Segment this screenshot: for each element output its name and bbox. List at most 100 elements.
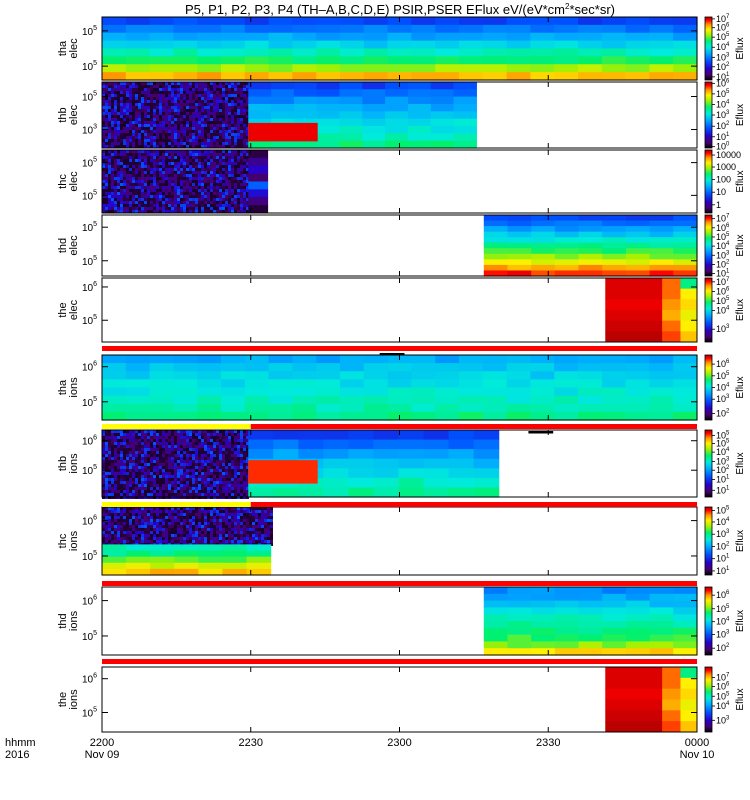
data-cell	[183, 109, 186, 112]
data-cell	[132, 103, 135, 106]
data-cell	[162, 436, 165, 439]
data-cell	[219, 136, 222, 139]
data-cell	[213, 510, 216, 513]
data-cell	[673, 371, 698, 380]
data-cell	[243, 156, 246, 159]
data-cell	[123, 177, 126, 180]
data-cell	[292, 72, 317, 81]
data-cell	[126, 457, 129, 460]
data-cell	[102, 478, 105, 481]
data-cell	[189, 118, 192, 121]
colorbar-tick-label: 100	[716, 142, 730, 152]
data-cell	[213, 481, 216, 484]
data-cell	[213, 201, 216, 204]
data-cell	[554, 371, 579, 380]
data-cell	[168, 540, 171, 543]
data-cell	[210, 121, 213, 124]
data-cell	[243, 430, 246, 433]
data-cell	[246, 121, 249, 124]
data-cell	[201, 207, 204, 210]
data-cell	[171, 97, 174, 100]
data-cell	[186, 162, 189, 165]
data-cell	[204, 88, 207, 91]
data-cell	[165, 192, 168, 195]
data-cell	[207, 445, 210, 448]
data-cell	[246, 177, 249, 180]
data-cell	[201, 478, 204, 481]
data-cell	[159, 448, 162, 451]
data-cell	[649, 242, 674, 249]
data-cell	[135, 445, 138, 448]
data-cell	[117, 106, 120, 109]
data-cell	[363, 363, 389, 372]
data-cell	[165, 106, 168, 109]
data-cell	[120, 85, 123, 88]
data-cell	[192, 454, 195, 457]
data-cell	[117, 97, 120, 100]
data-cell	[111, 513, 114, 516]
data-cell	[183, 442, 186, 445]
data-cell	[554, 411, 579, 421]
species-label: elec	[68, 299, 80, 320]
data-cell	[126, 82, 129, 85]
data-cell	[222, 94, 225, 97]
data-cell	[213, 475, 216, 478]
data-cell	[183, 198, 186, 201]
data-cell	[189, 445, 192, 448]
data-cell	[248, 82, 272, 90]
data-cell	[578, 237, 603, 244]
data-cell	[171, 466, 174, 469]
data-cell	[507, 231, 532, 238]
data-cell	[117, 130, 120, 133]
data-cell	[132, 475, 135, 478]
data-cell	[316, 104, 341, 112]
data-cell	[222, 544, 248, 552]
data-cell	[316, 24, 341, 34]
data-cell	[183, 136, 186, 139]
data-cell	[246, 522, 249, 525]
data-cell	[135, 451, 138, 454]
data-cell	[162, 88, 165, 91]
data-cell	[129, 481, 132, 484]
data-cell	[138, 513, 141, 516]
data-cell	[435, 355, 460, 364]
data-cell	[111, 91, 114, 94]
data-cell	[129, 430, 132, 433]
data-cell	[192, 433, 195, 436]
data-cell	[123, 531, 126, 534]
data-cell	[228, 475, 231, 478]
data-cell	[132, 210, 135, 213]
data-cell	[363, 56, 389, 65]
data-cell	[147, 481, 150, 484]
data-cell	[117, 201, 120, 204]
data-cell	[138, 195, 141, 198]
data-cell	[108, 528, 111, 531]
data-cell	[147, 106, 150, 109]
data-cell	[180, 484, 183, 487]
data-cell	[156, 469, 159, 472]
data-cell	[195, 507, 198, 510]
data-cell	[363, 64, 389, 73]
data-cell	[243, 97, 246, 100]
data-cell	[216, 466, 219, 469]
data-cell	[105, 106, 108, 109]
data-cell	[156, 177, 159, 180]
data-cell	[183, 475, 186, 478]
data-cell	[201, 130, 204, 133]
data-cell	[234, 448, 237, 451]
data-cell	[174, 522, 177, 525]
data-cell	[530, 403, 555, 413]
data-cell	[237, 109, 240, 112]
data-cell	[126, 127, 129, 130]
y-tick-label: 105	[82, 60, 97, 73]
data-cell	[129, 445, 132, 448]
data-cell	[192, 481, 195, 484]
data-cell	[174, 490, 177, 493]
data-cell	[213, 115, 216, 118]
data-cell	[135, 484, 138, 487]
data-cell	[210, 442, 213, 445]
data-cell	[168, 124, 171, 127]
data-cell	[150, 204, 153, 207]
data-cell	[267, 507, 270, 510]
